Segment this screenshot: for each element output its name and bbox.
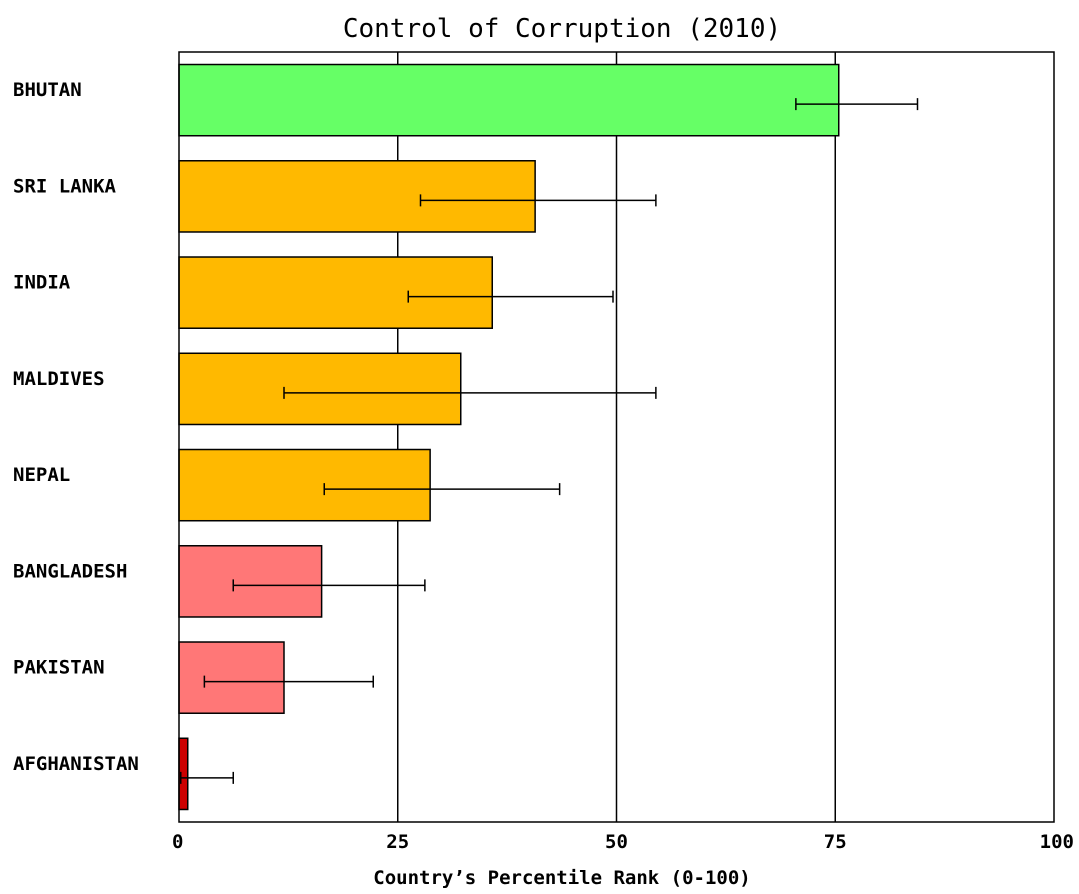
x-tick-label-75: 75 (824, 831, 847, 853)
x-tick-label-100: 100 (1040, 831, 1074, 853)
category-label-india: INDIA (13, 272, 71, 294)
chart-title: Control of Corruption (2010) (343, 14, 781, 44)
x-tick-labels: 0 25 50 75 100 (172, 831, 1074, 853)
bar-bhutan (178, 63, 840, 137)
category-label-nepal: NEPAL (13, 464, 70, 486)
bar-bangladesh (178, 545, 323, 618)
x-tick-label-25: 25 (386, 831, 409, 853)
bar-sri-lanka (178, 160, 536, 233)
error-bars (180, 98, 919, 784)
category-label-sri-lanka: SRI LANKA (13, 175, 117, 197)
category-label-afghanistan: AFGHANISTAN (13, 753, 139, 775)
bar-nepal (178, 448, 431, 522)
bar-pakistan (178, 641, 285, 714)
bar-maldives (178, 352, 462, 426)
category-label-bangladesh: BANGLADESH (13, 560, 127, 582)
category-label-pakistan: PAKISTAN (13, 657, 105, 679)
category-label-bhutan: BHUTAN (13, 79, 82, 101)
bar-india (178, 256, 493, 329)
bars (178, 63, 840, 811)
category-label-maldives: MALDIVES (13, 368, 105, 390)
x-tick-label-50: 50 (605, 831, 628, 853)
plot-frame (178, 51, 1055, 823)
x-tick-label-0: 0 (172, 831, 183, 853)
category-labels: BHUTAN SRI LANKA INDIA MALDIVES NEPAL BANGLAD… (13, 79, 139, 775)
x-axis-title: Country’s Percentile Rank (0-100) (373, 867, 751, 889)
